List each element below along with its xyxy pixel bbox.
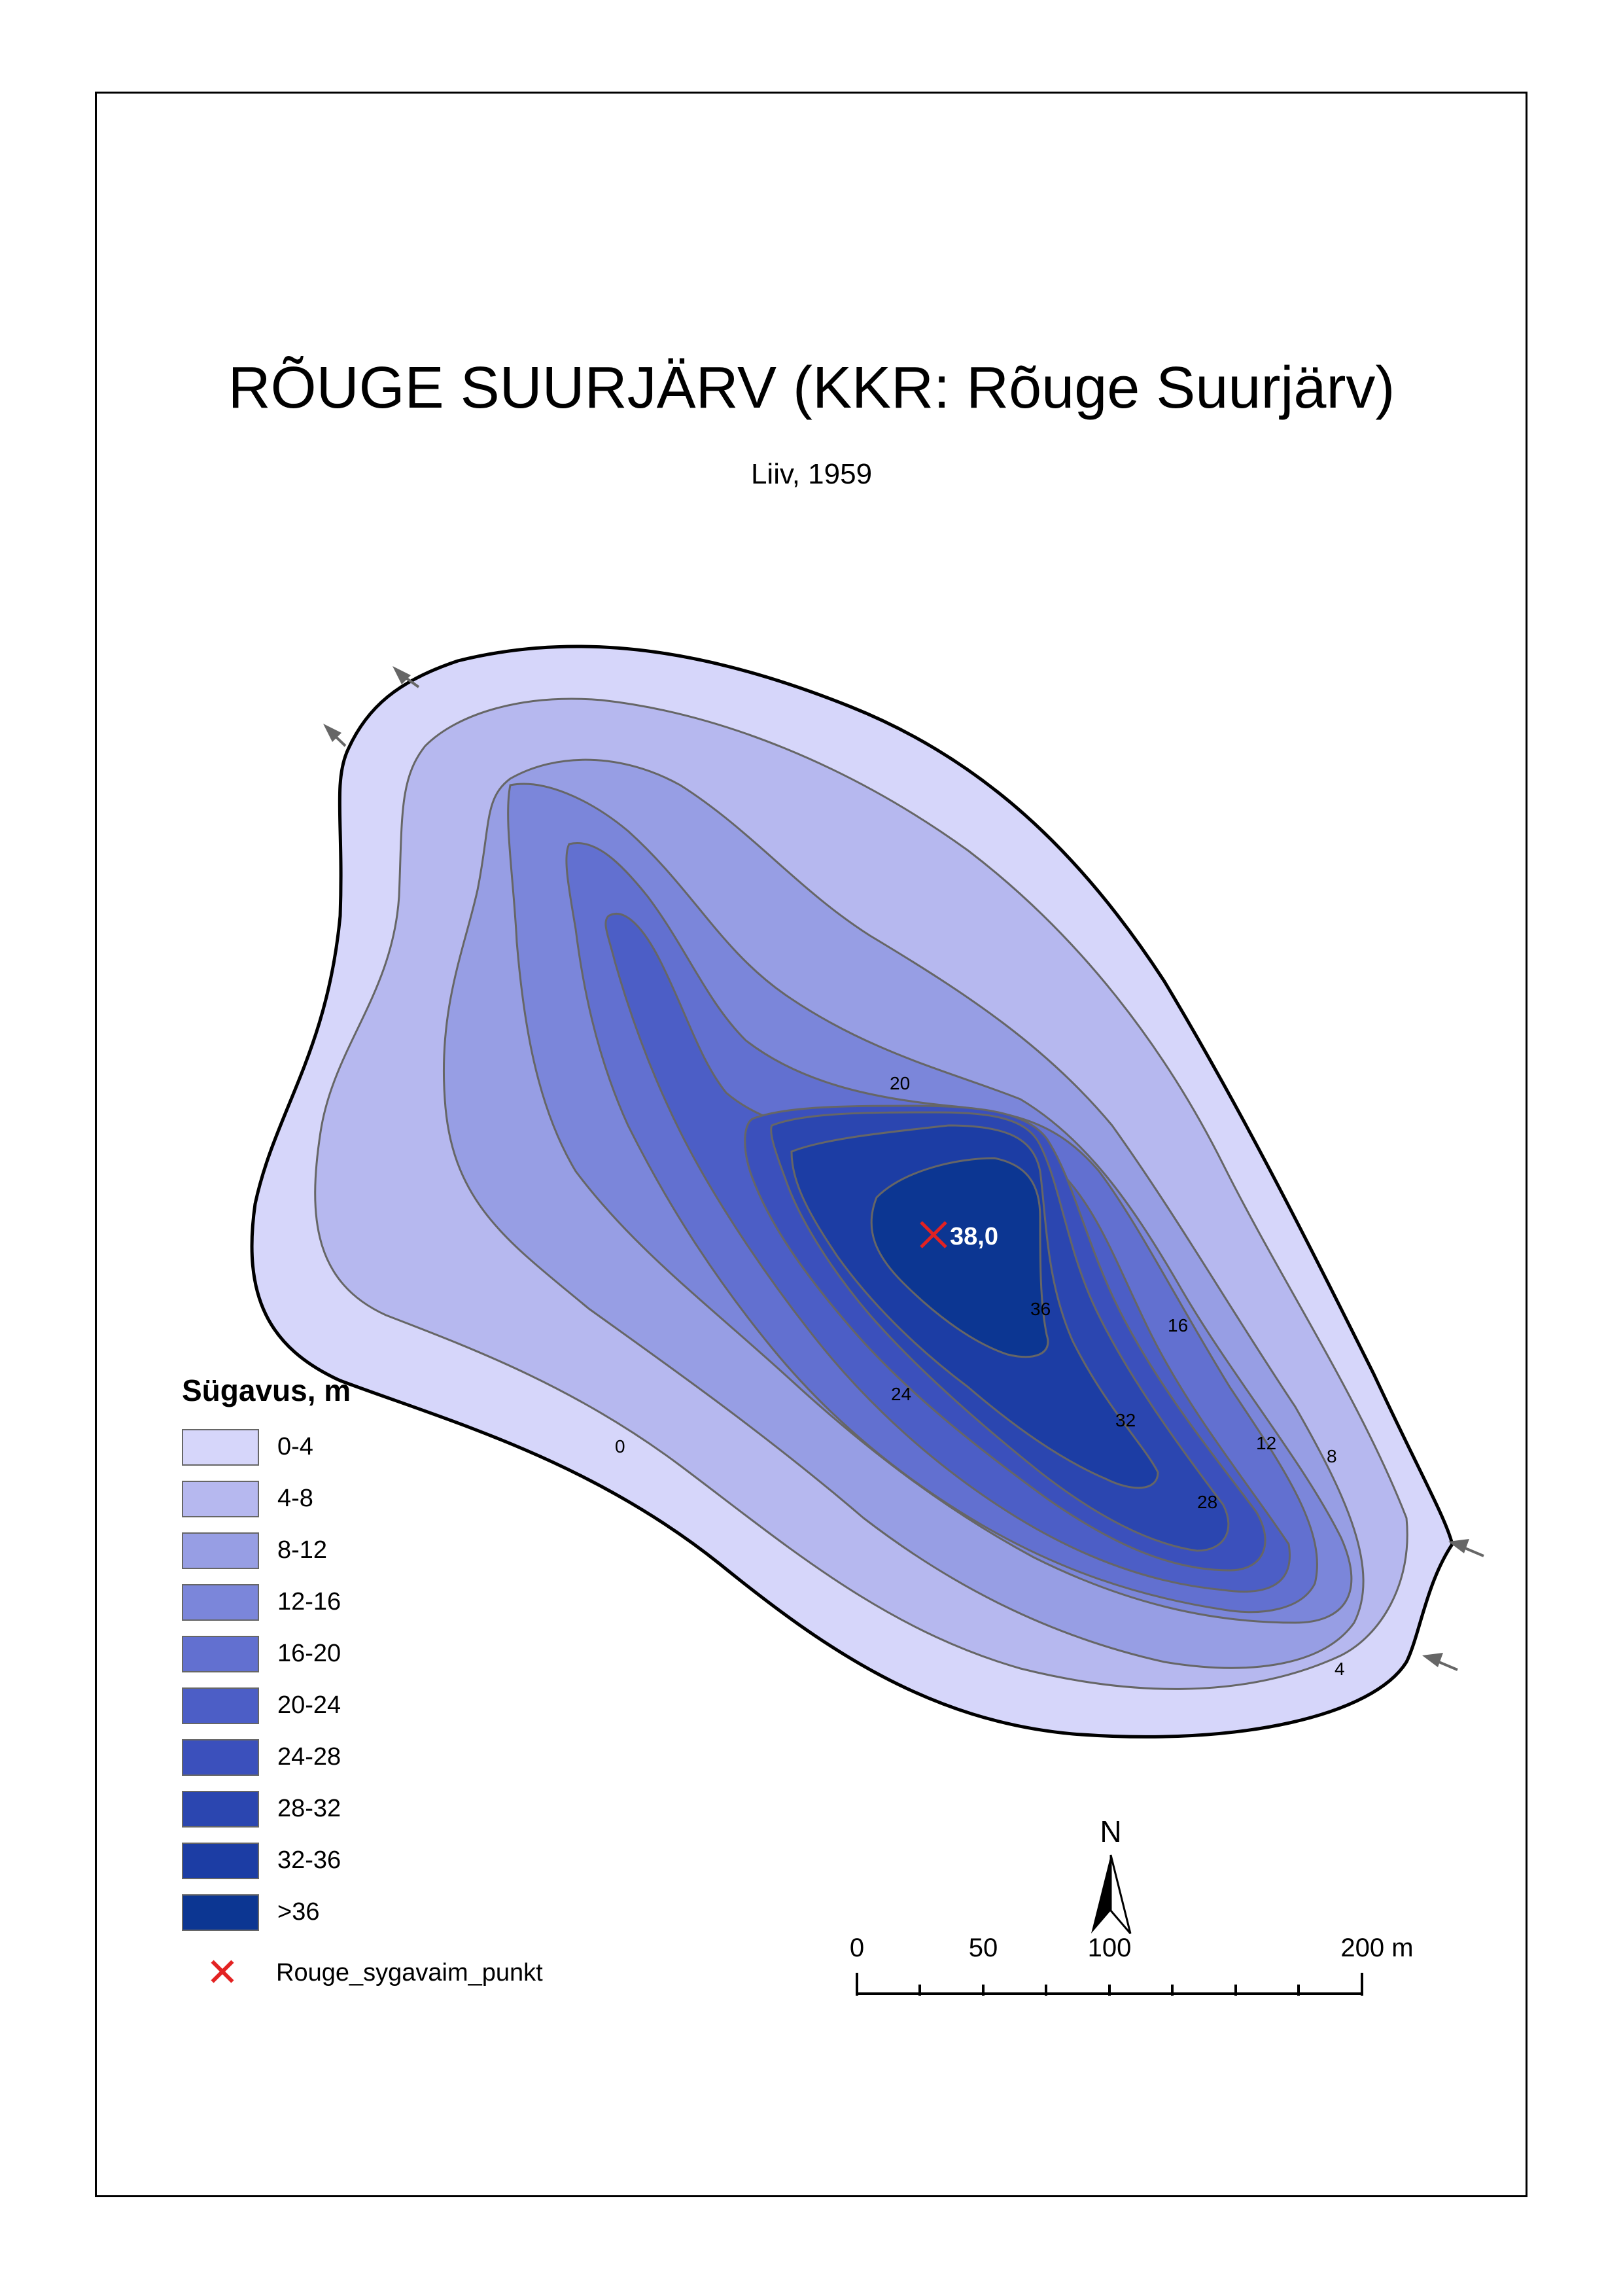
legend-item: 12-16: [182, 1576, 351, 1628]
legend-label: >36: [277, 1898, 320, 1926]
legend-swatch: [182, 1583, 259, 1621]
legend-swatch: [182, 1480, 259, 1517]
legend-item: 32-36: [182, 1835, 351, 1886]
point-legend-label: Rouge_sygavaim_punkt: [276, 1958, 543, 1987]
inflow-arrow: [323, 724, 347, 747]
legend-item: >36: [182, 1886, 351, 1938]
legend-swatch: [182, 1635, 259, 1672]
north-arrow-label: N: [1100, 1814, 1121, 1848]
legend-item: 0-4: [182, 1421, 351, 1473]
contour-label: 0: [615, 1436, 625, 1457]
legend-item: 20-24: [182, 1680, 351, 1731]
scale-label: 0: [850, 1934, 864, 1962]
map-frame: [95, 92, 1527, 2197]
scale-bar: [856, 1973, 1363, 1996]
map-title: RÕUGE SUURJÄRV (KKR: Rõuge Suurjärv): [228, 355, 1395, 421]
depth-zone-over-36: [870, 1157, 1049, 1358]
legend-label: 32-36: [277, 1846, 341, 1874]
contour-label: 4: [1335, 1659, 1345, 1679]
legend-label: 16-20: [277, 1640, 341, 1667]
deepest-point-label: 38,0: [950, 1223, 998, 1250]
legend-label: 28-32: [277, 1795, 341, 1822]
contour-label: 24: [891, 1384, 911, 1404]
scale-label: 50: [969, 1934, 998, 1962]
legend-item: 8-12: [182, 1525, 351, 1576]
contour-label: 12: [1256, 1433, 1276, 1453]
legend-swatch: [182, 1428, 259, 1466]
legend-item: 4-8: [182, 1473, 351, 1525]
legend-label: 20-24: [277, 1691, 341, 1719]
legend-label: 8-12: [277, 1536, 328, 1564]
legend-item: 24-28: [182, 1731, 351, 1783]
contour-label: 28: [1197, 1492, 1217, 1512]
legend-swatch: [182, 1532, 259, 1569]
outflow-arrow: [1448, 1539, 1484, 1557]
legend-label: 0-4: [277, 1433, 313, 1460]
cross-icon: ✕: [205, 1951, 239, 1994]
legend-swatch: [182, 1790, 259, 1828]
legend-label: 12-16: [277, 1588, 341, 1616]
legend-label: 4-8: [277, 1485, 313, 1512]
legend-item: 28-32: [182, 1783, 351, 1835]
legend-title: Sügavus, m: [182, 1373, 351, 1407]
legend-label: 24-28: [277, 1743, 341, 1771]
map-subtitle: Liiv, 1959: [750, 458, 873, 490]
contour-label: 36: [1030, 1299, 1051, 1319]
outflow-arrow: [1422, 1653, 1458, 1671]
legend-swatch: [182, 1739, 259, 1776]
legend-swatch: [182, 1687, 259, 1724]
inflow-arrow: [393, 666, 420, 688]
legend-swatch: [182, 1842, 259, 1879]
north-arrow-icon: [1091, 1854, 1132, 1934]
contour-label: 20: [890, 1073, 910, 1093]
deepest-point-marker: [920, 1221, 947, 1248]
scale-label: 100: [1088, 1934, 1132, 1962]
contour-label: 16: [1168, 1315, 1188, 1335]
scale-label: 200 m: [1340, 1934, 1413, 1962]
contour-label: 32: [1115, 1410, 1136, 1430]
contour-label: 8: [1327, 1446, 1337, 1466]
legend: Sügavus, m 0-4 4-8 8-12 12-16 16-20 20-2…: [182, 1373, 351, 1938]
legend-swatch: [182, 1894, 259, 1931]
legend-item: 16-20: [182, 1628, 351, 1680]
point-legend: ✕ Rouge_sygavaim_punkt: [203, 1953, 543, 1992]
